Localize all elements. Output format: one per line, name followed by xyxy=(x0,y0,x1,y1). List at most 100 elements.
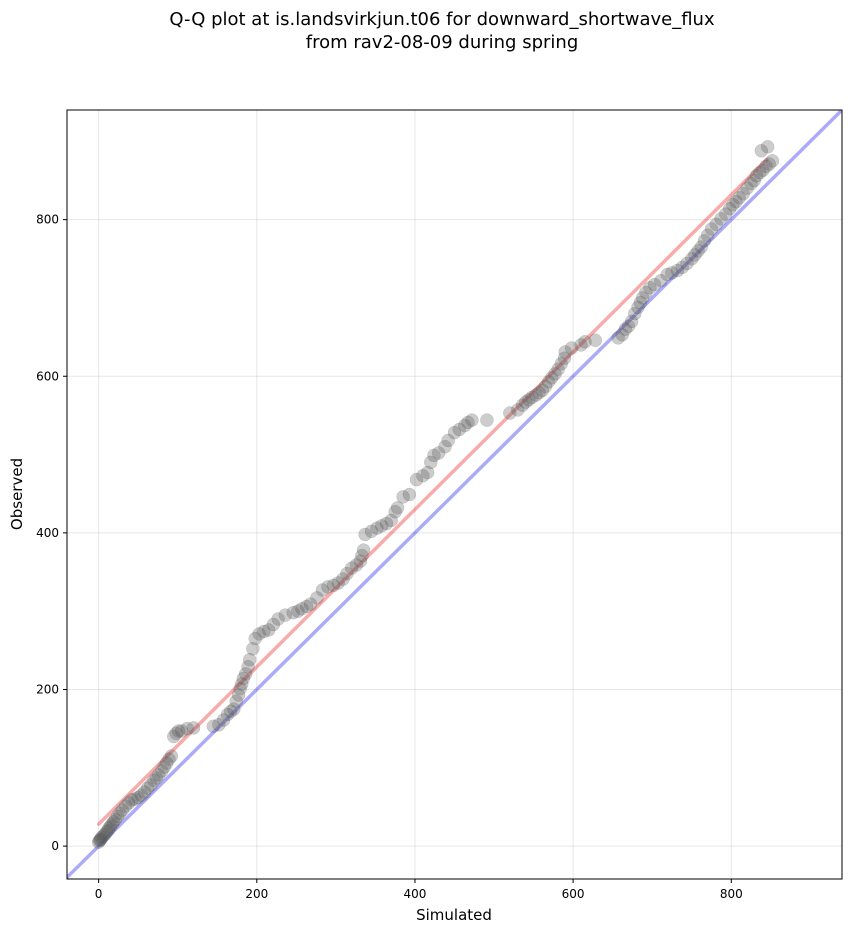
data-point xyxy=(684,252,699,266)
x-tick-label: 200 xyxy=(245,887,268,901)
data-point xyxy=(756,163,770,178)
data-point xyxy=(233,681,247,696)
data-point xyxy=(174,724,189,738)
data-point xyxy=(103,819,118,834)
data-point xyxy=(635,291,650,305)
data-point xyxy=(216,713,231,727)
data-point xyxy=(744,176,758,191)
data-point xyxy=(548,367,562,381)
data-point xyxy=(529,388,543,402)
data-point xyxy=(438,439,452,454)
data-point xyxy=(461,415,475,430)
data-point xyxy=(171,724,186,738)
data-point xyxy=(729,194,743,209)
data-point xyxy=(726,198,740,212)
data-point xyxy=(206,719,221,734)
data-point xyxy=(223,704,238,719)
data-point xyxy=(465,413,479,427)
data-point xyxy=(631,300,645,315)
data-point xyxy=(538,379,553,394)
data-point xyxy=(169,726,183,741)
data-point xyxy=(675,260,690,275)
data-point xyxy=(164,749,179,763)
data-point xyxy=(753,165,767,180)
data-point xyxy=(121,796,136,810)
data-point xyxy=(518,395,533,409)
data-point xyxy=(541,374,556,389)
x-tick-label: 800 xyxy=(720,887,743,901)
data-point xyxy=(647,277,662,292)
data-point xyxy=(639,285,653,300)
data-point xyxy=(140,781,155,795)
data-point xyxy=(747,173,761,188)
data-point xyxy=(91,835,106,849)
grid xyxy=(67,110,842,879)
data-point xyxy=(186,721,201,735)
data-point xyxy=(340,566,354,581)
data-point xyxy=(180,721,194,736)
data-point xyxy=(688,248,702,262)
data-point xyxy=(235,677,249,691)
data-point xyxy=(554,356,569,371)
data-point xyxy=(732,190,746,205)
y-tick-label: 200 xyxy=(36,682,59,696)
data-point xyxy=(246,642,260,656)
data-point xyxy=(420,465,435,480)
data-point xyxy=(384,513,398,528)
data-point xyxy=(358,527,372,542)
data-point xyxy=(110,809,125,824)
reference-lines xyxy=(67,110,842,879)
data-point xyxy=(295,602,309,616)
data-point xyxy=(99,825,114,839)
data-point xyxy=(212,717,226,732)
data-point xyxy=(691,244,705,258)
data-point xyxy=(137,785,152,799)
data-point xyxy=(557,351,572,365)
data-point xyxy=(388,504,402,519)
data-point xyxy=(248,631,262,646)
data-point xyxy=(643,281,657,295)
data-point xyxy=(162,752,176,766)
x-tick-label: 400 xyxy=(404,887,427,901)
data-point xyxy=(722,201,737,216)
data-point xyxy=(286,605,300,620)
chart-title-line-2: from rav2-08-09 during spring xyxy=(305,32,579,53)
data-point xyxy=(167,729,181,744)
data-point xyxy=(427,448,441,463)
data-point xyxy=(349,558,364,572)
data-point xyxy=(374,519,389,533)
chart-title-line-1: Q-Q plot at is.landsvirkjun.t06 for down… xyxy=(169,9,715,30)
data-point xyxy=(95,830,109,845)
data-point xyxy=(370,521,384,535)
data-point xyxy=(266,617,281,632)
data-point xyxy=(680,256,694,271)
data-point xyxy=(740,181,754,196)
data-point xyxy=(511,403,525,417)
data-point xyxy=(144,778,158,792)
data-point xyxy=(151,768,166,782)
identity-line xyxy=(67,110,842,879)
data-point xyxy=(261,623,276,637)
data-point xyxy=(551,362,565,376)
data-point xyxy=(615,327,629,342)
data-point xyxy=(96,829,111,843)
data-point xyxy=(353,554,368,568)
data-point xyxy=(390,501,405,515)
data-point xyxy=(503,406,517,420)
data-point xyxy=(588,333,603,347)
data-point xyxy=(759,159,773,174)
y-tick-label: 600 xyxy=(36,369,59,383)
data-point xyxy=(396,490,410,504)
data-point xyxy=(291,604,305,618)
data-point xyxy=(697,234,712,248)
data-point xyxy=(147,773,161,788)
data-point xyxy=(749,169,764,183)
axis-ticks: 0 200 400 600 800 0 200 400 600 800 xyxy=(36,213,743,901)
data-point xyxy=(760,140,775,154)
data-point xyxy=(409,472,424,487)
data-point xyxy=(665,266,679,280)
data-point xyxy=(220,707,235,722)
data-point xyxy=(628,306,642,321)
y-tick-label: 800 xyxy=(36,213,59,227)
data-point xyxy=(633,295,648,310)
